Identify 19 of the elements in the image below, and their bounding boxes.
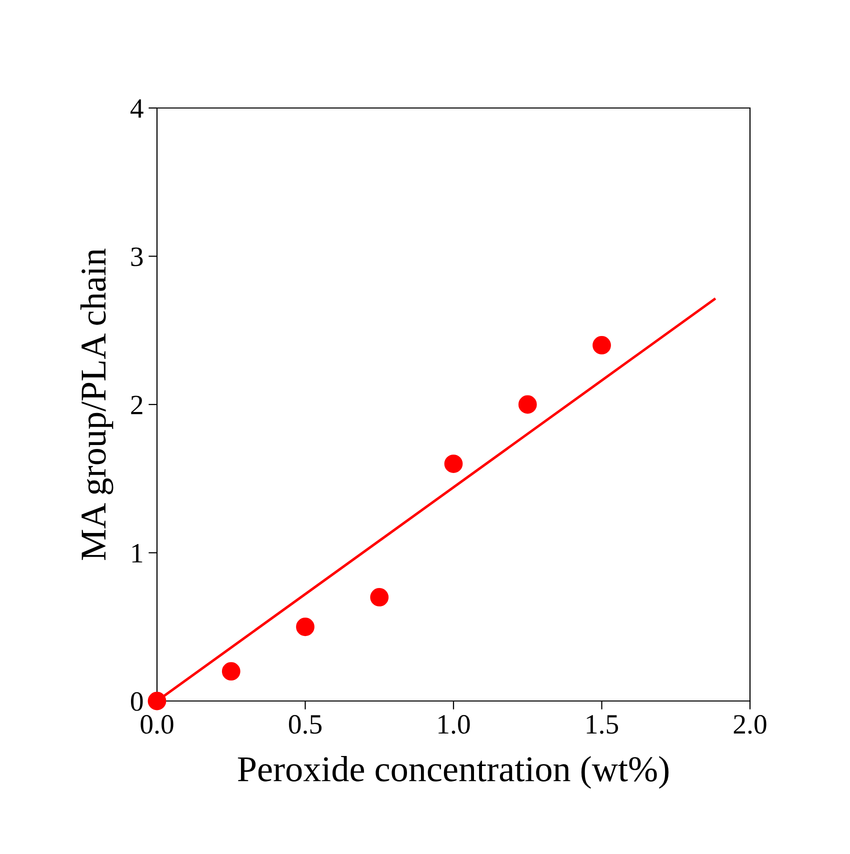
- x-tick-label: 1.5: [586, 715, 618, 734]
- point: [148, 692, 166, 710]
- y-tick-label: 2: [131, 396, 142, 414]
- x-axis-title: Peroxide concentration (wt%): [238, 756, 668, 789]
- x-tick-label: 1.0: [438, 714, 470, 734]
- point: [222, 662, 240, 681]
- point: [592, 336, 611, 354]
- x-tick-label: 0.5: [288, 714, 322, 734]
- x-tick-label: 0.0: [140, 714, 174, 734]
- x-tick-label: 2.0: [734, 714, 766, 734]
- point: [370, 588, 389, 606]
- point: [444, 454, 463, 473]
- y-tick-label: 4: [130, 99, 144, 118]
- y-axis-title: MA group/PLA chain: [80, 248, 114, 560]
- point: [296, 618, 314, 636]
- y-tick-label: 3: [131, 247, 143, 266]
- y-tick-label: 1: [132, 544, 142, 562]
- y-tick-label: 0: [130, 692, 143, 711]
- point: [518, 395, 537, 414]
